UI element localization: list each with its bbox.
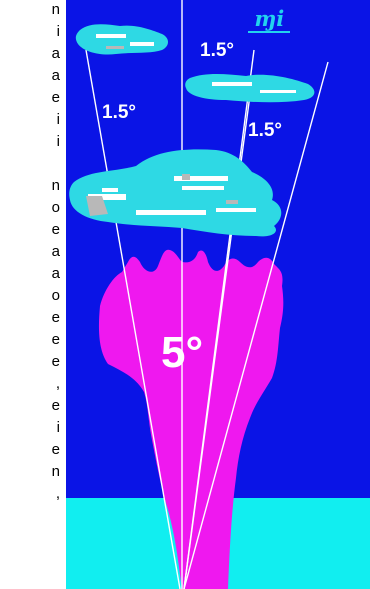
- text-fragment: e: [51, 397, 60, 414]
- beam-cone-5deg: [99, 249, 284, 589]
- text-fragment: a: [51, 45, 60, 62]
- beam-angle-label-center: 5°: [161, 328, 204, 377]
- text-fragment: a: [51, 243, 60, 260]
- text-fragment: e: [51, 441, 60, 458]
- text-fragment: ,: [55, 485, 60, 502]
- beam-line-top-left: [85, 49, 181, 589]
- text-fragment: n: [51, 1, 60, 18]
- fish-school-center: [69, 149, 282, 237]
- brand-logo: ɱi: [248, 6, 291, 33]
- text-fragment: a: [51, 265, 60, 282]
- text-fragment: e: [51, 331, 60, 348]
- beam-line-right-outer: [183, 61, 329, 589]
- text-fragment: a: [51, 67, 60, 84]
- diagram-canvas: [66, 0, 370, 589]
- text-fragment: e: [51, 353, 60, 370]
- text-fragment: o: [51, 287, 60, 304]
- fish-school-top-left: [75, 24, 168, 55]
- text-fragment: e: [51, 221, 60, 238]
- text-fragment: n: [51, 463, 60, 480]
- text-fragment: i: [56, 133, 60, 150]
- beam-angle-label-right: 1.5°: [248, 120, 283, 141]
- text-fragment: o: [51, 199, 60, 216]
- fish-school-upper-right: [185, 74, 315, 103]
- beam-lines: [85, 0, 329, 589]
- text-fragment: i: [56, 419, 60, 436]
- beam-angle-label-top: 1.5°: [200, 40, 235, 61]
- text-fragment: i: [56, 23, 60, 40]
- text-fragment: e: [51, 89, 60, 106]
- text-fragment: n: [51, 177, 60, 194]
- sonar-beam-diagram: 1.5° 1.5° 1.5° 5° ɱi: [66, 0, 370, 589]
- text-fragment: i: [56, 111, 60, 128]
- text-fragment: e: [51, 309, 60, 326]
- text-fragment: ,: [55, 375, 60, 392]
- text-column: n i a a e i i n o e a a o e e e , e i e …: [0, 0, 66, 589]
- beam-angle-label-left: 1.5°: [102, 102, 137, 123]
